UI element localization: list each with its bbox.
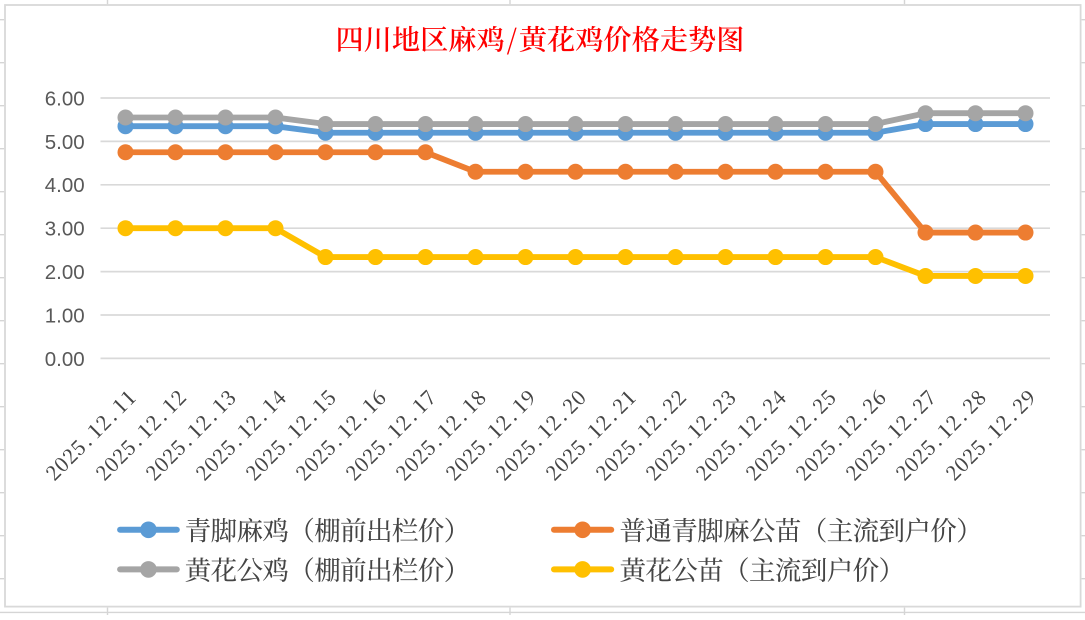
- svg-text:2.00: 2.00: [45, 261, 85, 284]
- svg-text:5.00: 5.00: [45, 131, 85, 154]
- svg-text:3.00: 3.00: [45, 218, 85, 241]
- svg-text:4.00: 4.00: [45, 174, 85, 197]
- svg-text:1.00: 1.00: [45, 304, 85, 327]
- svg-text:6.00: 6.00: [45, 87, 85, 110]
- svg-text:0.00: 0.00: [45, 348, 85, 371]
